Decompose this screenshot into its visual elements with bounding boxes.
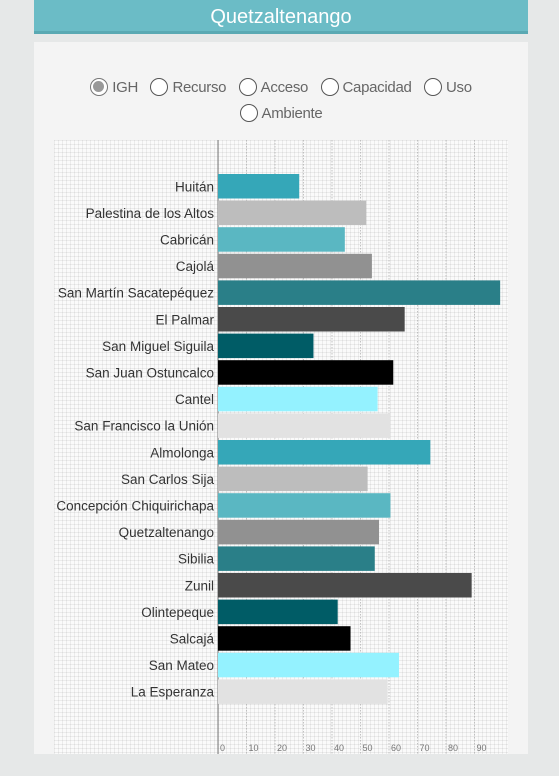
x-tick-label: 80 (448, 743, 458, 753)
radio-ambiente[interactable]: Ambiente (239, 104, 323, 122)
category-label: La Esperanza (131, 685, 215, 700)
category-label: San Mateo (149, 658, 214, 673)
bar (218, 413, 391, 438)
category-label: Concepción Chiquirichapa (56, 498, 214, 513)
radio-capacidad[interactable]: Capacidad (320, 78, 412, 96)
radio-label-igh: IGH (112, 78, 138, 96)
bar (218, 440, 431, 465)
x-tick-label: 0 (220, 743, 225, 753)
radio-label-uso: Uso (446, 78, 472, 96)
category-label: Cabricán (160, 232, 214, 247)
page-title: Quetzaltenango (34, 0, 528, 34)
radio-uso[interactable]: Uso (424, 78, 472, 96)
bar (218, 253, 372, 279)
x-tick-label: 20 (277, 743, 287, 753)
bar (218, 546, 375, 571)
bar (218, 200, 367, 226)
category-label: Huitán (175, 179, 214, 194)
bar (218, 307, 405, 332)
radio-label-ambiente: Ambiente (261, 104, 323, 122)
radio-label-recurso: Recurso (172, 78, 227, 96)
bar (218, 280, 501, 305)
radio-circle-icon[interactable] (90, 78, 109, 96)
category-label: San Miguel Siguila (102, 339, 214, 354)
radio-label-acceso: Acceso (260, 78, 309, 96)
bar (218, 360, 394, 385)
bar (218, 174, 300, 199)
radio-recurso[interactable]: Recurso (150, 78, 227, 96)
bar (218, 227, 345, 252)
radio-label-capacidad: Capacidad (342, 78, 412, 96)
category-label: Olintepeque (141, 605, 214, 620)
bar (218, 599, 338, 625)
category-label: El Palmar (155, 312, 214, 327)
x-tick-label: 30 (306, 743, 316, 753)
radio-circle-icon[interactable] (238, 78, 257, 96)
radio-circle-icon[interactable] (239, 104, 258, 122)
category-label: Salcajá (170, 631, 215, 646)
x-tick-label: 10 (249, 743, 259, 753)
bar (218, 573, 472, 598)
category-label: Cantel (175, 392, 214, 407)
bar (218, 386, 378, 412)
x-tick-label: 70 (420, 743, 430, 753)
bar (218, 626, 351, 651)
radio-row-1: IGH Recurso Acceso Capacidad Uso (34, 78, 528, 102)
radio-circle-icon[interactable] (424, 78, 442, 96)
x-tick-label: 90 (477, 743, 487, 753)
category-label: Almolonga (150, 445, 214, 460)
category-label: San Francisco la Unión (74, 419, 214, 434)
bar (218, 679, 388, 704)
category-label: San Carlos Sija (121, 472, 215, 487)
bar (218, 493, 391, 518)
radio-igh[interactable]: IGH (90, 78, 138, 96)
radio-acceso[interactable]: Acceso (238, 78, 309, 96)
bar (218, 333, 314, 359)
category-label: Palestina de los Altos (86, 206, 215, 221)
bar (218, 466, 368, 492)
indicator-selector: IGH Recurso Acceso Capacidad Uso Ambient… (34, 78, 528, 130)
x-tick-label: 60 (391, 743, 401, 753)
bar (218, 519, 380, 545)
category-label: Zunil (185, 578, 214, 593)
radio-circle-icon[interactable] (150, 78, 169, 96)
category-label: Quetzaltenango (119, 525, 214, 540)
category-label: Sibilia (178, 552, 215, 567)
category-label: Cajolá (176, 259, 215, 274)
x-tick-label: 40 (334, 743, 344, 753)
radio-circle-icon[interactable] (320, 78, 339, 96)
category-label: San Juan Ostuncalco (86, 365, 214, 380)
bar-chart: 0 10 20 30 40 50 60 70 80 90 Huitán Palestina de lo… (56, 140, 501, 754)
radio-row-2: Ambiente (34, 104, 528, 128)
x-tick-label: 50 (363, 743, 373, 753)
category-label: San Martín Sacatepéquez (58, 286, 214, 301)
bar (218, 652, 399, 678)
bar-chart-area: 0 10 20 30 40 50 60 70 80 90 Huitán Palestina de lo… (54, 140, 508, 754)
